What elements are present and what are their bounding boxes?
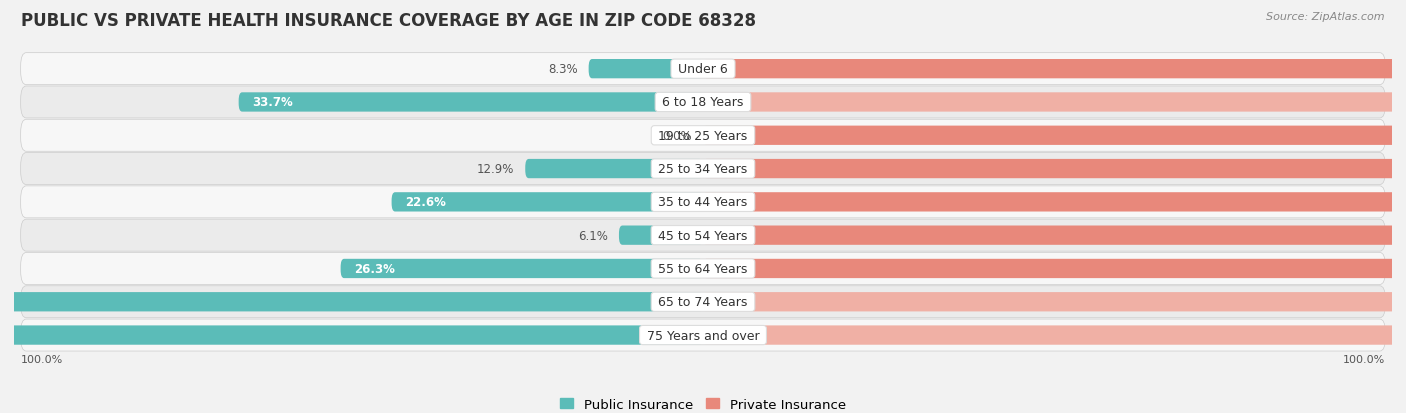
FancyBboxPatch shape [703,126,1406,145]
FancyBboxPatch shape [239,93,703,112]
FancyBboxPatch shape [526,159,703,179]
FancyBboxPatch shape [21,319,1385,351]
Text: 100.0%: 100.0% [1343,354,1385,365]
Text: 33.7%: 33.7% [253,96,294,109]
FancyBboxPatch shape [589,60,703,79]
FancyBboxPatch shape [392,193,703,212]
Text: 19 to 25 Years: 19 to 25 Years [654,129,752,142]
Text: 26.3%: 26.3% [354,262,395,275]
Text: 12.9%: 12.9% [477,163,515,176]
FancyBboxPatch shape [703,325,1406,345]
Text: 65 to 74 Years: 65 to 74 Years [654,296,752,309]
Text: 22.6%: 22.6% [405,196,446,209]
FancyBboxPatch shape [703,226,1406,245]
FancyBboxPatch shape [703,259,1406,278]
FancyBboxPatch shape [703,292,1406,312]
FancyBboxPatch shape [0,292,703,312]
Legend: Public Insurance, Private Insurance: Public Insurance, Private Insurance [555,392,851,413]
FancyBboxPatch shape [21,253,1385,285]
FancyBboxPatch shape [21,120,1385,152]
Text: 6.1%: 6.1% [578,229,607,242]
Text: Under 6: Under 6 [673,63,733,76]
FancyBboxPatch shape [21,186,1385,218]
Text: 45 to 54 Years: 45 to 54 Years [654,229,752,242]
Text: 25 to 34 Years: 25 to 34 Years [654,163,752,176]
FancyBboxPatch shape [703,159,1406,179]
FancyBboxPatch shape [21,220,1385,252]
FancyBboxPatch shape [703,193,1406,212]
FancyBboxPatch shape [21,286,1385,318]
Text: PUBLIC VS PRIVATE HEALTH INSURANCE COVERAGE BY AGE IN ZIP CODE 68328: PUBLIC VS PRIVATE HEALTH INSURANCE COVER… [21,12,756,30]
FancyBboxPatch shape [0,325,703,345]
Text: 55 to 64 Years: 55 to 64 Years [654,262,752,275]
Text: 75 Years and over: 75 Years and over [643,329,763,342]
FancyBboxPatch shape [703,93,1406,112]
Text: 6 to 18 Years: 6 to 18 Years [658,96,748,109]
Text: 0.0%: 0.0% [662,129,692,142]
FancyBboxPatch shape [619,226,703,245]
FancyBboxPatch shape [21,153,1385,185]
FancyBboxPatch shape [21,87,1385,119]
Text: 8.3%: 8.3% [548,63,578,76]
Text: 100.0%: 100.0% [21,354,63,365]
FancyBboxPatch shape [340,259,703,278]
FancyBboxPatch shape [703,60,1406,79]
Text: Source: ZipAtlas.com: Source: ZipAtlas.com [1267,12,1385,22]
FancyBboxPatch shape [21,54,1385,85]
Text: 35 to 44 Years: 35 to 44 Years [654,196,752,209]
